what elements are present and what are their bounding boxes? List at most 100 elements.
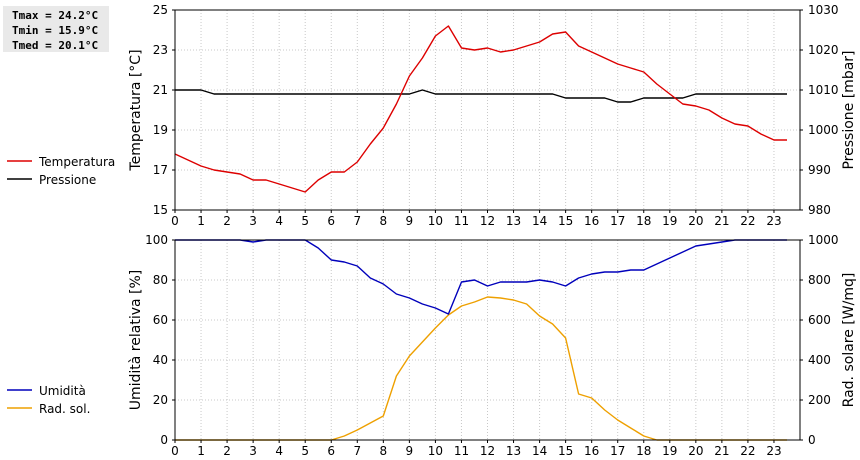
top-xtick-label-1: 1 xyxy=(197,214,205,228)
top-grid xyxy=(175,10,800,210)
bottom-xtick-label-16: 16 xyxy=(584,444,599,458)
tmed-label: Tmed = 20.1°C xyxy=(12,39,99,52)
bottom-xtick-label-18: 18 xyxy=(636,444,651,458)
bottom-xtick-label-10: 10 xyxy=(428,444,443,458)
top-series-temperatura xyxy=(174,25,787,193)
top-y2tick-label-0: 980 xyxy=(808,203,831,217)
top-xtick-label-19: 19 xyxy=(662,214,677,228)
bottom-y2tick-label-2: 400 xyxy=(808,353,831,367)
bottom-y2tick-label-4: 800 xyxy=(808,273,831,287)
top-xtick-label-22: 22 xyxy=(740,214,755,228)
top-ytick-label-5: 25 xyxy=(153,3,168,17)
top-ticks: 0 1 2 3 4 5 6 7 8 9 10 11 12 13 14 15 16 17 18 19 20 21 22 2315… xyxy=(153,3,839,228)
bottom-xtick-label-3: 3 xyxy=(249,444,257,458)
bottom-xtick-label-4: 4 xyxy=(275,444,283,458)
bottom-ytick-label-4: 80 xyxy=(153,273,168,287)
bottom-y2tick-label-5: 1000 xyxy=(808,233,839,247)
tmax-label: Tmax = 24.2°C xyxy=(12,9,99,22)
legend-temperatura-label: Temperatura xyxy=(38,155,115,169)
bottom-ytick-label-0: 0 xyxy=(160,433,168,447)
legend-pressione-label: Pressione xyxy=(39,173,96,187)
bottom-y2tick-label-1: 200 xyxy=(808,393,831,407)
top-xtick-label-6: 6 xyxy=(327,214,335,228)
bottom-xtick-label-13: 13 xyxy=(506,444,521,458)
bottom-ytick-label-3: 60 xyxy=(153,313,168,327)
bottom-ytick-label-2: 40 xyxy=(153,353,168,367)
top-xtick-label-10: 10 xyxy=(428,214,443,228)
bottom-xtick-label-1: 1 xyxy=(197,444,205,458)
top-ytick-label-0: 15 xyxy=(153,203,168,217)
top-y2tick-label-5: 1030 xyxy=(808,3,839,17)
top-y2label: Pressione [mbar] xyxy=(841,50,857,169)
top-ytick-label-2: 19 xyxy=(153,123,168,137)
bottom-ylabel: Umidità relativa [%] xyxy=(128,270,144,411)
bottom-xtick-label-22: 22 xyxy=(740,444,755,458)
top-xtick-label-4: 4 xyxy=(275,214,283,228)
bottom-xtick-label-11: 11 xyxy=(454,444,469,458)
bottom-grid xyxy=(175,240,800,440)
top-xtick-label-15: 15 xyxy=(558,214,573,228)
stats-box: Tmax = 24.2°C Tmin = 15.9°C Tmed = 20.1°… xyxy=(3,6,109,52)
bottom-xtick-label-8: 8 xyxy=(380,444,388,458)
top-xtick-label-8: 8 xyxy=(380,214,388,228)
legend-radsol-label: Rad. sol. xyxy=(39,402,90,416)
bottom-series xyxy=(175,239,787,441)
top-xtick-label-23: 23 xyxy=(766,214,781,228)
legend-umidita: Umidità xyxy=(7,384,86,398)
top-xtick-label-20: 20 xyxy=(688,214,703,228)
legend-temperatura: Temperatura xyxy=(7,155,115,169)
bottom-xtick-label-6: 6 xyxy=(327,444,335,458)
top-y2tick-label-1: 990 xyxy=(808,163,831,177)
bottom-y2tick-label-3: 600 xyxy=(808,313,831,327)
top-xtick-label-3: 3 xyxy=(249,214,257,228)
top-xtick-label-16: 16 xyxy=(584,214,599,228)
top-xtick-label-2: 2 xyxy=(223,214,231,228)
bottom-series-rad-sol xyxy=(175,296,787,441)
legend-radsol: Rad. sol. xyxy=(7,402,90,416)
bottom-xtick-label-9: 9 xyxy=(406,444,414,458)
bottom-chart: 0 1 2 3 4 5 6 7 8 9 10 11 12 13 14 15 16 17 18 19 20 21 22 2302… xyxy=(7,233,857,458)
top-xtick-label-11: 11 xyxy=(454,214,469,228)
top-ytick-label-3: 21 xyxy=(153,83,168,97)
top-xtick-label-17: 17 xyxy=(610,214,625,228)
bottom-xtick-label-19: 19 xyxy=(662,444,677,458)
top-chart: 0 1 2 3 4 5 6 7 8 9 10 11 12 13 14 15 16 17 18 19 20 21 22 2315… xyxy=(7,3,857,228)
legend-pressione: Pressione xyxy=(7,173,96,187)
bottom-y2label: Rad. solare [W/mq] xyxy=(841,273,857,408)
bottom-xtick-label-12: 12 xyxy=(480,444,495,458)
top-xtick-label-12: 12 xyxy=(480,214,495,228)
bottom-xtick-label-17: 17 xyxy=(610,444,625,458)
top-y2tick-label-2: 1000 xyxy=(808,123,839,137)
top-series xyxy=(174,25,787,193)
bottom-y2tick-label-0: 0 xyxy=(808,433,816,447)
top-xtick-label-5: 5 xyxy=(301,214,309,228)
top-xtick-label-9: 9 xyxy=(406,214,414,228)
top-ytick-label-4: 23 xyxy=(153,43,168,57)
bottom-xtick-label-23: 23 xyxy=(766,444,781,458)
bottom-ytick-label-1: 20 xyxy=(153,393,168,407)
top-y2tick-label-3: 1010 xyxy=(808,83,839,97)
bottom-xtick-label-5: 5 xyxy=(301,444,309,458)
bottom-xtick-label-7: 7 xyxy=(353,444,361,458)
top-y2tick-label-4: 1020 xyxy=(808,43,839,57)
bottom-xtick-label-15: 15 xyxy=(558,444,573,458)
top-xtick-label-18: 18 xyxy=(636,214,651,228)
top-xtick-label-14: 14 xyxy=(532,214,547,228)
bottom-ytick-label-5: 100 xyxy=(145,233,168,247)
bottom-xtick-label-20: 20 xyxy=(688,444,703,458)
tmin-label: Tmin = 15.9°C xyxy=(12,24,99,37)
top-xtick-label-0: 0 xyxy=(171,214,179,228)
top-xtick-label-7: 7 xyxy=(353,214,361,228)
bottom-xtick-label-2: 2 xyxy=(223,444,231,458)
top-ylabel: Temperatura [°C] xyxy=(128,49,144,171)
top-xtick-label-21: 21 xyxy=(714,214,729,228)
bottom-ticks: 0 1 2 3 4 5 6 7 8 9 10 11 12 13 14 15 16 17 18 19 20 21 22 2302… xyxy=(145,233,838,458)
bottom-xtick-label-0: 0 xyxy=(171,444,179,458)
legend-umidita-label: Umidità xyxy=(39,384,86,398)
top-series-pressione xyxy=(175,89,787,103)
top-ytick-label-1: 17 xyxy=(153,163,168,177)
bottom-xtick-label-21: 21 xyxy=(714,444,729,458)
bottom-series-umidit xyxy=(175,239,787,315)
top-xtick-label-13: 13 xyxy=(506,214,521,228)
